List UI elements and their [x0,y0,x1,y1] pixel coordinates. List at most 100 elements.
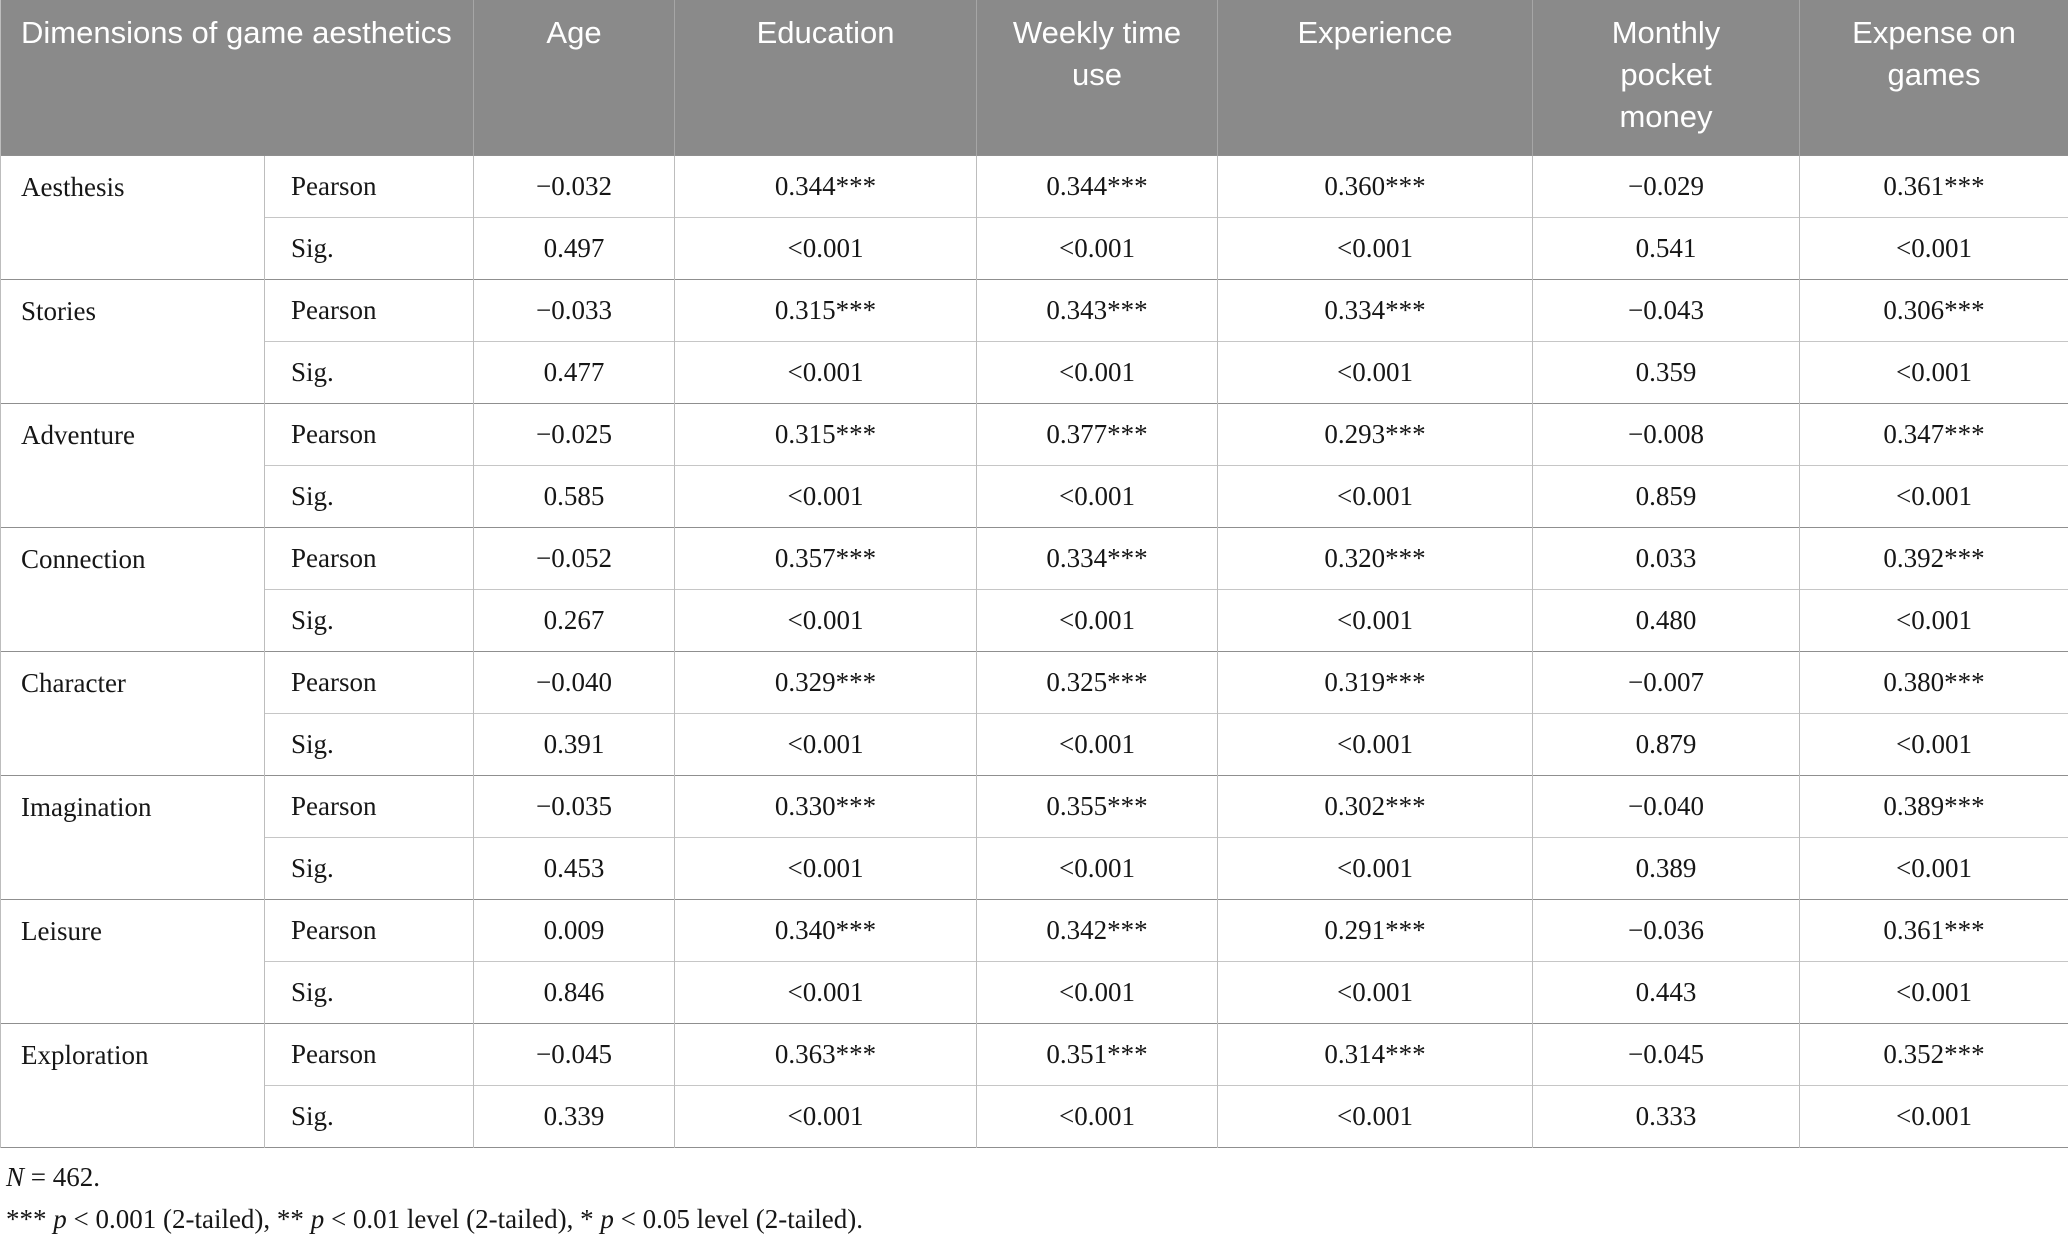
header-cell-monthly-pocket-money: Monthly pocket money [1533,0,1800,155]
header-row: Dimensions of game aesthetics Age Educat… [1,0,2068,155]
sig-value-cell: <0.001 [675,1085,977,1147]
pearson-value-cell: 0.344*** [675,155,977,217]
stat-label-cell: Sig. [265,961,474,1023]
header-label: Education [757,12,895,54]
sig-value-cell: <0.001 [675,465,977,527]
pearson-value-cell: 0.319*** [1218,651,1533,713]
sig-value-cell: 0.497 [474,217,675,279]
stat-label-cell: Sig. [265,713,474,775]
sig-value-cell: <0.001 [1218,589,1533,651]
stat-label-cell: Pearson [265,279,474,341]
p-symbol: p [311,1204,325,1234]
n-value: = 462. [24,1162,100,1192]
header-label: Monthly pocket money [1591,12,1741,138]
sig-value-cell: 0.443 [1533,961,1800,1023]
sig-value-cell: <0.001 [675,837,977,899]
stat-label-cell: Pearson [265,775,474,837]
sig-value-cell: <0.001 [1218,217,1533,279]
pearson-value-cell: 0.009 [474,899,675,961]
header-label: Expense on games [1814,12,2054,96]
sig-note-part: *** [6,1204,53,1234]
stat-label-cell: Sig. [265,341,474,403]
sig-value-cell: <0.001 [1218,341,1533,403]
table-header: Dimensions of game aesthetics Age Educat… [1,0,2068,155]
stat-label-cell: Sig. [265,589,474,651]
sig-value-cell: 0.585 [474,465,675,527]
sig-value-cell: <0.001 [977,961,1218,1023]
pearson-value-cell: 0.330*** [675,775,977,837]
header-label: Weekly time use [991,12,1203,96]
pearson-value-cell: 0.392*** [1800,527,2068,589]
pearson-value-cell: −0.007 [1533,651,1800,713]
pearson-value-cell: −0.052 [474,527,675,589]
dimension-cell: Exploration [1,1023,265,1147]
pearson-value-cell: 0.347*** [1800,403,2068,465]
pearson-value-cell: −0.040 [474,651,675,713]
pearson-value-cell: 0.361*** [1800,155,2068,217]
pearson-value-cell: 0.291*** [1218,899,1533,961]
pearson-value-cell: 0.306*** [1800,279,2068,341]
sig-value-cell: <0.001 [1218,1085,1533,1147]
p-symbol: p [600,1204,614,1234]
sig-value-cell: 0.339 [474,1085,675,1147]
pearson-value-cell: −0.008 [1533,403,1800,465]
sig-value-cell: <0.001 [1218,961,1533,1023]
table-notes: N = 462. *** p < 0.001 (2-tailed), ** p … [0,1148,2068,1236]
sig-value-cell: <0.001 [977,837,1218,899]
sig-value-cell: <0.001 [977,1085,1218,1147]
sig-value-cell: 0.453 [474,837,675,899]
sig-value-cell: <0.001 [1218,837,1533,899]
pearson-value-cell: 0.343*** [977,279,1218,341]
sig-value-cell: <0.001 [1800,961,2068,1023]
dimension-cell: Leisure [1,899,265,1023]
sig-value-cell: 0.267 [474,589,675,651]
pearson-value-cell: 0.314*** [1218,1023,1533,1085]
sig-value-cell: <0.001 [675,589,977,651]
pearson-value-cell: 0.342*** [977,899,1218,961]
pearson-value-cell: 0.302*** [1218,775,1533,837]
stat-label-cell: Pearson [265,1023,474,1085]
sig-value-cell: <0.001 [675,341,977,403]
sig-value-cell: <0.001 [1800,837,2068,899]
pearson-value-cell: −0.029 [1533,155,1800,217]
pearson-value-cell: 0.389*** [1800,775,2068,837]
sig-note-part: < 0.01 level (2-tailed), * [324,1204,600,1234]
sig-value-cell: <0.001 [1800,341,2068,403]
pearson-value-cell: 0.360*** [1218,155,1533,217]
sig-note-part: < 0.001 (2-tailed), ** [67,1204,311,1234]
pearson-value-cell: −0.025 [474,403,675,465]
pearson-value-cell: −0.045 [1533,1023,1800,1085]
header-cell-experience: Experience [1218,0,1533,155]
sig-value-cell: 0.541 [1533,217,1800,279]
dimension-cell: Connection [1,527,265,651]
dimension-cell: Imagination [1,775,265,899]
pearson-value-cell: −0.032 [474,155,675,217]
pearson-value-cell: 0.363*** [675,1023,977,1085]
pearson-value-cell: −0.045 [474,1023,675,1085]
pearson-value-cell: 0.334*** [977,527,1218,589]
sig-value-cell: 0.359 [1533,341,1800,403]
pearson-value-cell: 0.033 [1533,527,1800,589]
sample-size-note: N = 462. [6,1160,2068,1194]
pearson-value-cell: −0.040 [1533,775,1800,837]
stat-label-cell: Sig. [265,217,474,279]
stat-label-cell: Pearson [265,155,474,217]
sig-value-cell: <0.001 [1800,1085,2068,1147]
pearson-value-cell: −0.035 [474,775,675,837]
sig-value-cell: <0.001 [1218,465,1533,527]
sig-value-cell: 0.859 [1533,465,1800,527]
stat-label-cell: Pearson [265,899,474,961]
dimension-cell: Character [1,651,265,775]
stat-label-cell: Sig. [265,1085,474,1147]
sig-value-cell: <0.001 [1800,713,2068,775]
correlation-table: Dimensions of game aesthetics Age Educat… [0,0,2068,1148]
header-label: Age [546,12,601,54]
sig-value-cell: <0.001 [977,465,1218,527]
header-label: Experience [1297,12,1452,54]
